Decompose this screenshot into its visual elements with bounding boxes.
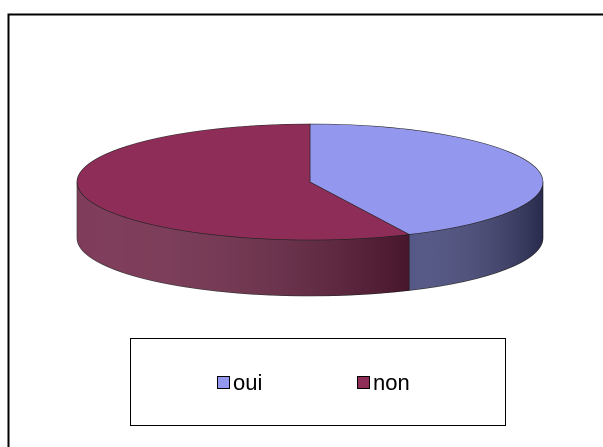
- legend-label: non: [373, 370, 410, 395]
- slice-side-shade: [409, 182, 543, 291]
- legend-swatch: [217, 376, 230, 389]
- legend-label: oui: [233, 370, 262, 395]
- slice-side-shade: [77, 182, 410, 296]
- slice-top: [76, 123, 411, 241]
- slice-top: [309, 123, 544, 235]
- legend-box: [130, 338, 506, 426]
- pie-slice: [309, 123, 544, 291]
- pie-slice: [76, 123, 411, 297]
- legend-swatch: [357, 376, 370, 389]
